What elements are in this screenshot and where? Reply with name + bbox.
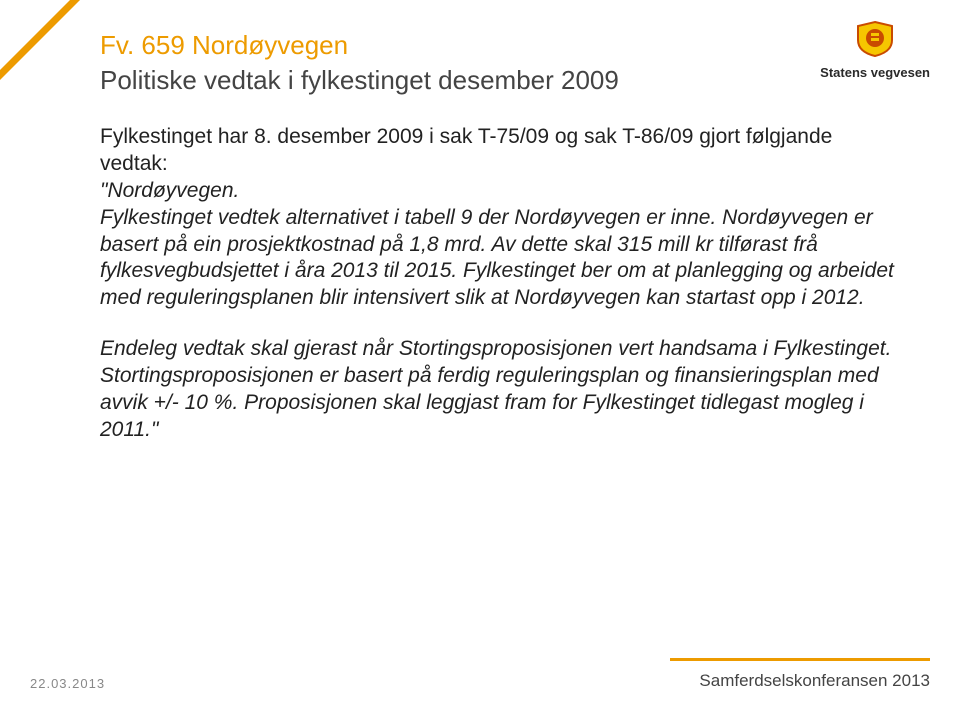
paragraph-2: Endeleg vedtak skal gjerast når Storting… (100, 336, 900, 444)
paragraph-1: Fylkestinget har 8. desember 2009 i sak … (100, 124, 900, 312)
lead-sentence: Fylkestinget har 8. desember 2009 i sak … (100, 125, 832, 175)
footer: 22.03.2013 Samferdselskonferansen 2013 (30, 671, 930, 691)
title-main: Politiske vedtak i fylkestinget desember… (100, 65, 900, 96)
quote-open: "Nordøyvegen. (100, 179, 239, 202)
title-accent: Fv. 659 Nordøyvegen (100, 30, 900, 61)
paragraph-1-body: Fylkestinget vedtek alternativet i tabel… (100, 206, 894, 310)
footer-conference: Samferdselskonferansen 2013 (699, 671, 930, 691)
footer-date: 22.03.2013 (30, 676, 105, 691)
footer-accent-line (670, 658, 930, 661)
corner-accent (0, 0, 80, 80)
slide-content: Fv. 659 Nordøyvegen Politiske vedtak i f… (100, 30, 900, 468)
